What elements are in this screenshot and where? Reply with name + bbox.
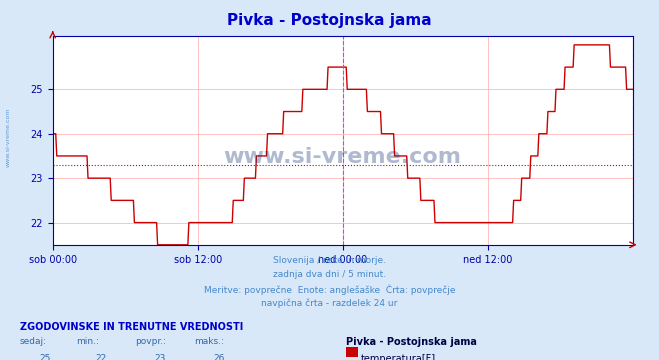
Text: ZGODOVINSKE IN TRENUTNE VREDNOSTI: ZGODOVINSKE IN TRENUTNE VREDNOSTI [20, 322, 243, 332]
Text: maks.:: maks.: [194, 337, 224, 346]
Text: navpična črta - razdelek 24 ur: navpična črta - razdelek 24 ur [262, 299, 397, 308]
Text: 23: 23 [154, 354, 166, 360]
Text: Meritve: povprečne  Enote: anglešaške  Črta: povprečje: Meritve: povprečne Enote: anglešaške Črt… [204, 284, 455, 295]
Text: temperatura[F]: temperatura[F] [361, 354, 436, 360]
Text: Slovenija / reke in morje.: Slovenija / reke in morje. [273, 256, 386, 265]
Text: www.si-vreme.com: www.si-vreme.com [5, 107, 11, 167]
Text: povpr.:: povpr.: [135, 337, 166, 346]
Text: sedaj:: sedaj: [20, 337, 47, 346]
Text: zadnja dva dni / 5 minut.: zadnja dva dni / 5 minut. [273, 270, 386, 279]
Text: min.:: min.: [76, 337, 99, 346]
Text: 26: 26 [214, 354, 225, 360]
Bar [346, 347, 358, 357]
Text: Pivka - Postojnska jama: Pivka - Postojnska jama [346, 337, 477, 347]
Text: 25: 25 [39, 354, 51, 360]
Text: 22: 22 [95, 354, 107, 360]
Text: www.si-vreme.com: www.si-vreme.com [223, 147, 462, 167]
Text: Pivka - Postojnska jama: Pivka - Postojnska jama [227, 13, 432, 28]
